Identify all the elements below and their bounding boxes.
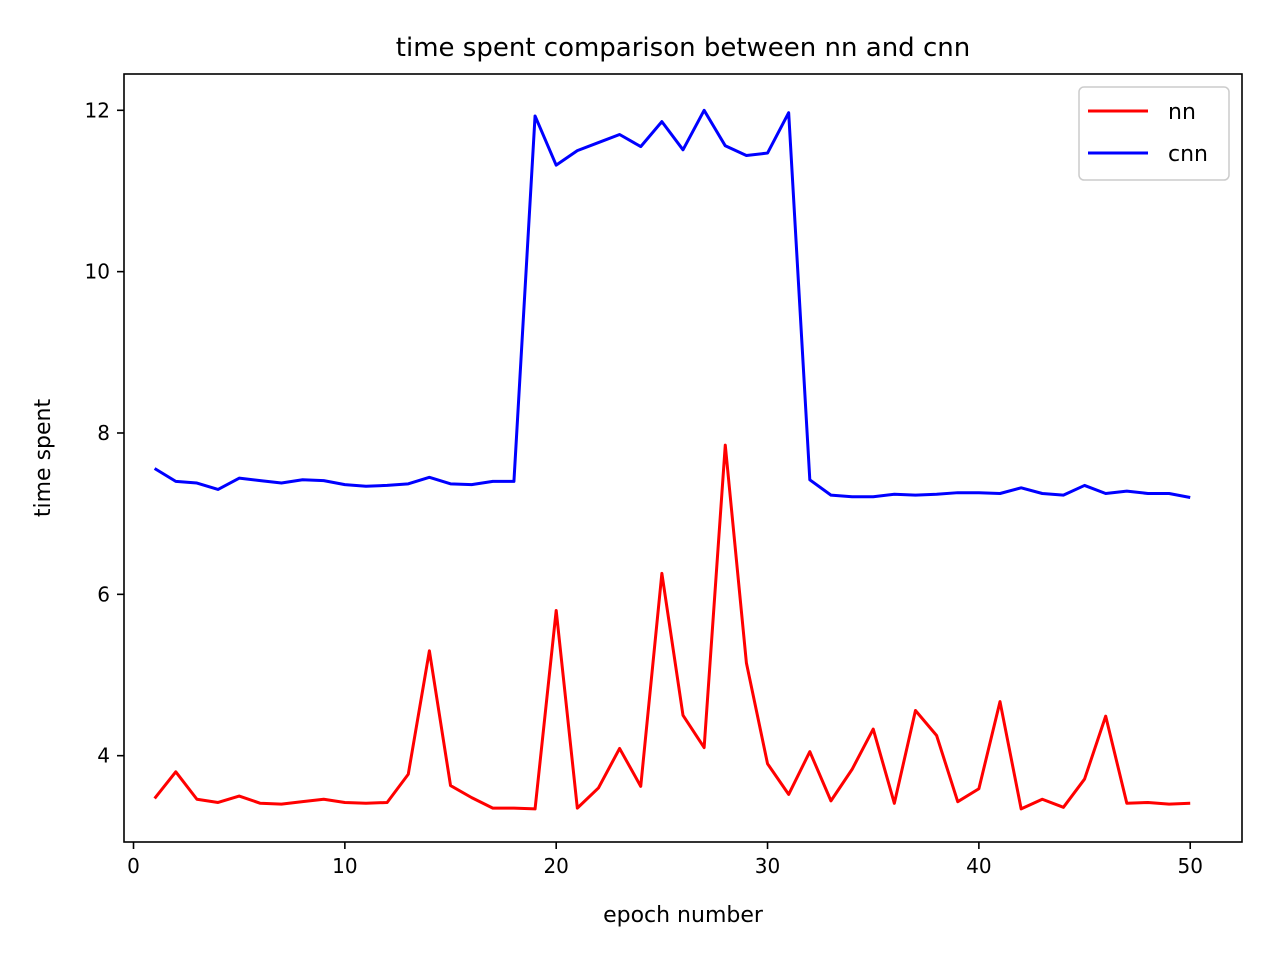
x-tick-label: 40 bbox=[966, 854, 991, 878]
series-layer bbox=[153, 108, 1191, 811]
x-tick-label: 10 bbox=[332, 854, 357, 878]
y-tick-label: 10 bbox=[85, 260, 110, 284]
y-tick-label: 8 bbox=[97, 421, 110, 445]
x-axis-label: epoch number bbox=[603, 903, 764, 928]
series-line-nn bbox=[153, 443, 1191, 811]
y-tick-label: 12 bbox=[85, 98, 110, 122]
x-tick-label: 0 bbox=[127, 854, 140, 878]
chart-title: time spent comparison between nn and cnn bbox=[396, 33, 970, 63]
series-line-cnn bbox=[153, 108, 1191, 500]
plot-area bbox=[123, 73, 1243, 843]
x-tick-label: 50 bbox=[1177, 854, 1202, 878]
x-tick-label: 20 bbox=[543, 854, 568, 878]
y-axis-label: time spent bbox=[31, 399, 56, 518]
y-tick-label: 6 bbox=[97, 582, 110, 606]
legend-label-nn: nn bbox=[1168, 100, 1196, 125]
y-tick-label: 4 bbox=[97, 744, 110, 768]
legend-label-cnn: cnn bbox=[1168, 142, 1208, 167]
x-tick-label: 30 bbox=[755, 854, 780, 878]
ticks-layer: 0 10 20 30 40 50 4 6 8 10 12 bbox=[85, 98, 1203, 878]
legend: nn cnn bbox=[1078, 86, 1230, 181]
